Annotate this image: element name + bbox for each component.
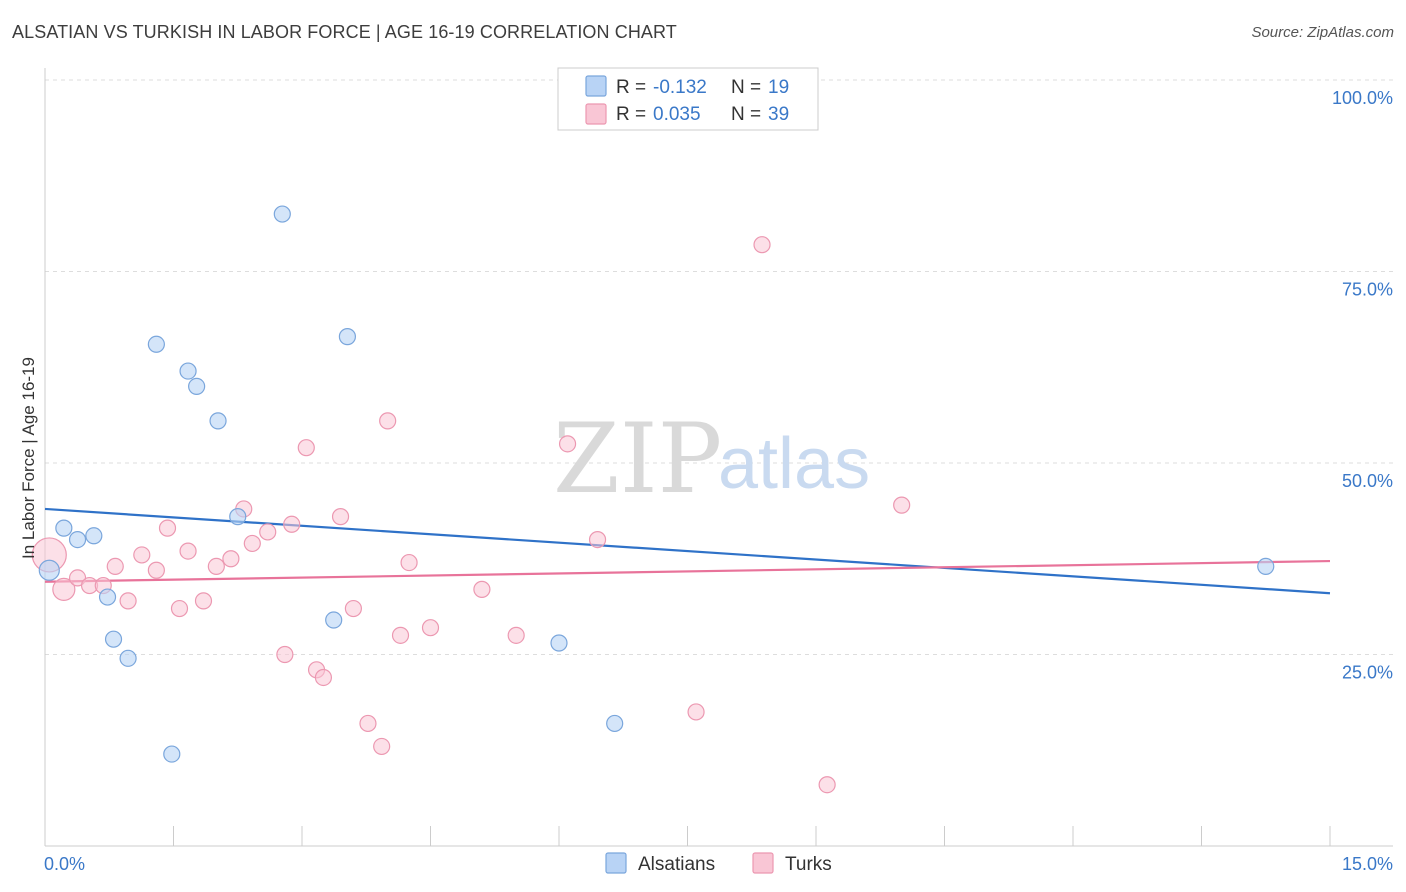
turks-point	[331, 508, 350, 526]
alsatians-point	[98, 588, 117, 606]
alsatians-points	[38, 205, 1275, 763]
legend-n-value-alsatians: 19	[768, 77, 789, 98]
bottom-legend-swatch-turks	[752, 852, 774, 874]
x-tick-label: 0.0%	[44, 854, 85, 874]
x-tick-label: 15.0%	[1342, 854, 1393, 874]
turks-point	[344, 599, 362, 618]
legend-n-label-alsatians: N =	[731, 77, 761, 98]
alsatians-point	[338, 328, 357, 346]
alsatians-point	[1257, 557, 1275, 576]
trend-line-turks	[44, 559, 1331, 583]
turks-point	[68, 569, 87, 587]
legend-swatch-turks	[585, 103, 607, 125]
y-tick-label: 100.0%	[1332, 88, 1393, 108]
turks-point	[400, 553, 418, 572]
axes	[44, 68, 1393, 847]
turks-point	[473, 580, 491, 598]
x-tick-labels: 0.0% 15.0%	[44, 854, 1393, 874]
alsatians-point	[55, 519, 73, 537]
turks-point	[170, 599, 189, 618]
y-tick-label: 25.0%	[1342, 663, 1393, 683]
legend-n-value-turks: 39	[768, 104, 789, 125]
alsatians-point	[273, 205, 291, 223]
turks-point	[207, 557, 225, 576]
bottom-legend-label-alsatians: Alsatians	[638, 854, 715, 875]
turks-point	[147, 561, 165, 579]
turks-point	[158, 519, 177, 537]
alsatians-point	[147, 335, 165, 353]
turks-point	[314, 668, 333, 687]
turks-point	[276, 645, 294, 664]
watermark-atlas: atlas	[718, 424, 870, 504]
y-tick-label: 50.0%	[1342, 471, 1393, 491]
legend-r-label-turks: R =	[616, 104, 646, 125]
alsatians-point	[229, 508, 247, 526]
legend-r-value-turks: 0.035	[653, 104, 701, 125]
alsatians-point	[119, 649, 137, 667]
chart-title: ALSATIAN VS TURKISH IN LABOR FORCE | AGE…	[12, 22, 677, 42]
turks-point	[297, 439, 315, 457]
legend-box: R = -0.132 N = 19 R = 0.035 N = 39	[557, 67, 819, 131]
trend-line-alsatians	[44, 507, 1331, 595]
alsatians-point	[85, 527, 103, 545]
turks-point	[558, 435, 577, 453]
alsatians-point	[163, 745, 181, 763]
turks-point	[421, 619, 440, 637]
bottom-legend: Alsatians Turks	[605, 852, 832, 875]
alsatians-point	[104, 630, 123, 648]
alsatians-point	[550, 634, 568, 652]
watermark: ZIP atlas	[553, 403, 870, 515]
bottom-legend-swatch-alsatians	[605, 852, 627, 874]
turks-point	[179, 542, 197, 560]
watermark-zip: ZIP	[553, 403, 722, 515]
gridlines	[45, 79, 1393, 655]
turks-point	[243, 534, 261, 553]
turks-point	[194, 592, 213, 610]
turks-point	[507, 626, 525, 644]
y-tick-label: 75.0%	[1342, 280, 1393, 300]
alsatians-point	[179, 362, 197, 380]
turks-point	[259, 523, 277, 541]
alsatians-point	[68, 530, 87, 549]
turks-point	[753, 236, 771, 254]
legend-swatch-alsatians	[585, 75, 607, 97]
turks-points	[31, 236, 911, 794]
y-tick-labels: 25.0% 50.0% 75.0% 100.0%	[1332, 88, 1393, 683]
turks-point	[391, 626, 410, 644]
alsatians-point	[209, 412, 227, 430]
turks-point	[373, 737, 391, 756]
legend-r-value-alsatians: -0.132	[653, 77, 707, 98]
alsatians-point	[38, 559, 60, 581]
legend-n-label-turks: N =	[731, 104, 761, 125]
alsatians-point	[188, 377, 206, 395]
turks-point	[893, 496, 911, 514]
source-label: Source: ZipAtlas.com	[1251, 24, 1394, 41]
turks-point	[106, 557, 124, 576]
turks-point	[687, 703, 705, 721]
turks-point	[588, 530, 607, 549]
trend-lines	[44, 507, 1331, 595]
legend-r-label-alsatians: R =	[616, 77, 646, 98]
turks-point	[283, 515, 301, 533]
turks-point	[52, 577, 76, 601]
turks-point	[133, 546, 151, 564]
turks-point	[818, 776, 836, 794]
alsatians-point	[606, 714, 624, 733]
bottom-legend-label-turks: Turks	[785, 854, 832, 875]
y-axis-label: In Labor Force | Age 16-19	[19, 357, 38, 559]
turks-point	[359, 714, 377, 733]
turks-point	[222, 550, 240, 568]
turks-point	[119, 592, 137, 610]
turks-point	[379, 412, 397, 430]
alsatians-point	[325, 611, 343, 629]
